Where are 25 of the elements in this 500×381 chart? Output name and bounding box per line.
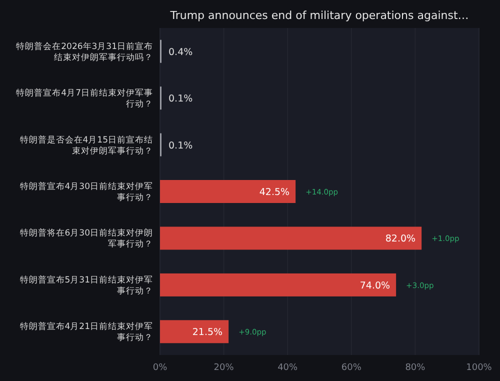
y-tick-label: 特朗普宣布4月30日前结束对伊军事行动？ bbox=[20, 181, 153, 203]
x-tick-label: 20% bbox=[214, 363, 234, 373]
bar bbox=[160, 180, 296, 203]
x-tick-label: 60% bbox=[341, 363, 362, 373]
x-tick-label: 100% bbox=[466, 363, 492, 373]
x-tick-label: 40% bbox=[278, 363, 298, 373]
data-label: 82.0% bbox=[385, 234, 416, 245]
bar bbox=[160, 226, 422, 250]
data-label: 21.5% bbox=[192, 327, 223, 338]
bar bbox=[160, 320, 229, 344]
data-label: 0.1% bbox=[168, 140, 193, 152]
data-label: 74.0% bbox=[360, 280, 390, 292]
x-tick-label: 0% bbox=[152, 363, 168, 373]
y-tick-label: 特朗普宣布5月31日前结束对伊军事行动？ bbox=[20, 274, 153, 296]
y-tick-label: 特朗普宣布4月7日前结束对伊军事行动？ bbox=[16, 88, 153, 110]
data-label: 0.1% bbox=[168, 94, 193, 105]
chart-title: Trump announces end of military operations against… bbox=[169, 9, 469, 22]
y-tick-label: 特朗普宣布4月21日前结束对伊军事行动？ bbox=[20, 321, 153, 344]
y-tick-label: 特朗普将在6月30日前结束对伊朗军事行动？ bbox=[20, 228, 153, 250]
bar bbox=[160, 273, 396, 296]
y-tick-label: 特朗普是否会在4月15日前宣布结束对伊朗军事行动？ bbox=[20, 134, 153, 156]
data-label: 0.4% bbox=[168, 46, 193, 58]
x-tick-label: 80% bbox=[405, 363, 426, 373]
y-tick-label: 特朗普会在2026年3月31日前宣布结束对伊朗军事行动吗？ bbox=[16, 40, 153, 63]
data-label: 42.5% bbox=[259, 187, 290, 198]
